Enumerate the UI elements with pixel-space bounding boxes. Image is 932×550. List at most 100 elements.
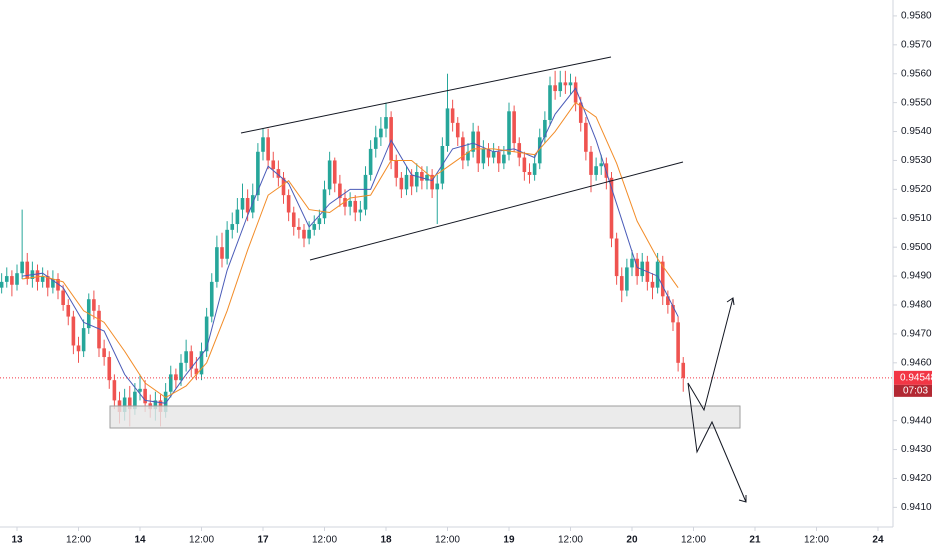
candle-body — [61, 290, 65, 305]
candle-body — [194, 368, 199, 375]
candle-body — [517, 143, 522, 158]
candle-body — [0, 281, 4, 288]
support-zone — [109, 405, 741, 429]
candle-body — [363, 174, 368, 210]
candle-body — [368, 148, 373, 175]
candle-body — [671, 304, 675, 323]
candle-body — [496, 151, 501, 164]
x-tick-label: 12:00 — [435, 535, 460, 546]
candle-body — [573, 82, 578, 103]
drawings — [109, 56, 747, 503]
x-tick-label: 12:00 — [681, 535, 706, 546]
candle-body — [307, 229, 311, 239]
x-tick-label: 12:00 — [312, 535, 337, 546]
candle-body — [584, 122, 588, 152]
candle-body — [394, 160, 399, 178]
x-tick-label: 21 — [749, 535, 761, 546]
candle-body — [322, 189, 327, 219]
candle-body — [471, 131, 475, 152]
candle-body — [558, 82, 563, 92]
candle-body — [491, 151, 496, 158]
candle-body — [594, 166, 598, 175]
candle-body — [266, 137, 270, 161]
candle-body — [486, 148, 491, 158]
candle-body — [568, 82, 573, 86]
candle-body — [420, 172, 424, 181]
candle-body — [578, 102, 583, 123]
candle-body — [660, 261, 665, 297]
candle-body — [614, 238, 619, 277]
candle-body — [553, 85, 557, 92]
candle-body — [302, 229, 306, 239]
candle-body — [640, 261, 645, 277]
candle-body — [384, 117, 388, 129]
candle-body — [10, 276, 14, 285]
candle-body — [76, 345, 81, 352]
x-tick-label: 20 — [626, 535, 638, 546]
x-tick-label: 19 — [503, 535, 515, 546]
countdown-label: 07:03 — [903, 385, 928, 396]
candle-body — [532, 163, 537, 175]
candle-body — [317, 218, 322, 225]
candle-body — [379, 128, 383, 138]
candle-body — [450, 108, 455, 123]
x-tick-label: 12:00 — [66, 535, 91, 546]
candle-body — [199, 351, 204, 375]
current-price-box — [894, 370, 932, 385]
x-tick-label: 13 — [11, 535, 23, 546]
projection-down — [687, 382, 747, 503]
candle-body — [40, 276, 45, 282]
x-tick-label: 24 — [872, 535, 884, 546]
candle-body — [281, 177, 286, 196]
candle-body — [138, 388, 142, 392]
candle-body — [466, 151, 470, 161]
candle-body — [179, 362, 183, 381]
candle-body — [71, 316, 76, 346]
candle-body — [56, 278, 60, 291]
candle-body — [676, 322, 680, 363]
candle-body — [184, 351, 188, 363]
x-tick-label: 14 — [134, 535, 146, 546]
candle-body — [66, 304, 71, 317]
candle-body — [599, 163, 604, 167]
candle-body — [153, 400, 158, 410]
candle-body — [168, 374, 173, 392]
plot-area — [0, 70, 893, 427]
candle-body — [358, 209, 363, 213]
candle-body — [481, 148, 486, 164]
candle-body — [414, 172, 419, 187]
candle-body — [271, 160, 276, 170]
arrow-head — [738, 495, 747, 503]
candle-body — [225, 229, 229, 259]
channel-upper — [240, 56, 612, 134]
candle-body — [589, 151, 593, 175]
moving-average — [22, 87, 679, 404]
candle-body — [630, 258, 634, 268]
candle-body — [240, 198, 245, 210]
x-tick-label: 12:00 — [804, 535, 829, 546]
candle-body — [609, 177, 614, 239]
candle-body — [81, 328, 86, 352]
candle-body — [45, 276, 50, 288]
candle-body — [276, 169, 281, 178]
candle-body — [92, 299, 96, 311]
candle-body — [102, 348, 106, 358]
candle-body — [625, 267, 629, 291]
candle-body — [619, 276, 624, 291]
candle-body — [563, 82, 568, 86]
y-tick-label: 0.94100 — [901, 502, 932, 513]
candle-body — [261, 137, 265, 152]
candle-body — [655, 261, 660, 288]
candle-body — [430, 174, 434, 190]
